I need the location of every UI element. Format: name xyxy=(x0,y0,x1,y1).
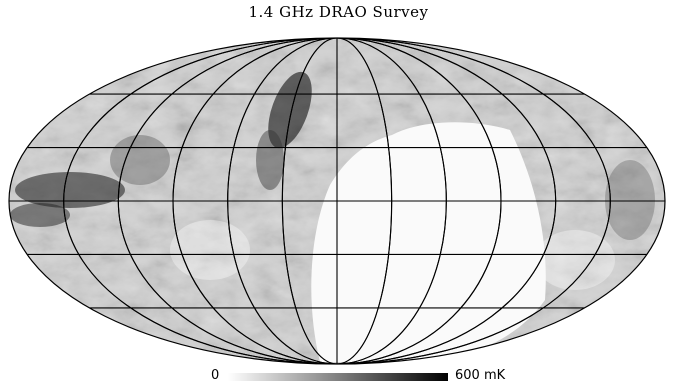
emission-feature xyxy=(10,203,70,227)
emission-feature xyxy=(268,71,312,149)
colorbar-max-label: 600 mK xyxy=(455,368,506,383)
emission-feature xyxy=(15,172,125,208)
colorbar-min-label: 0 xyxy=(211,368,220,383)
map-outline xyxy=(8,37,666,365)
graticule xyxy=(9,38,665,364)
emission-feature xyxy=(605,160,655,240)
unobserved-region xyxy=(311,122,546,362)
emission-feature xyxy=(110,135,170,185)
map-image xyxy=(9,38,665,364)
map-title: 1.4 GHz DRAO Survey xyxy=(248,3,429,21)
emission-feature xyxy=(535,230,615,290)
colorbar xyxy=(228,373,448,381)
emission-feature xyxy=(256,130,284,190)
